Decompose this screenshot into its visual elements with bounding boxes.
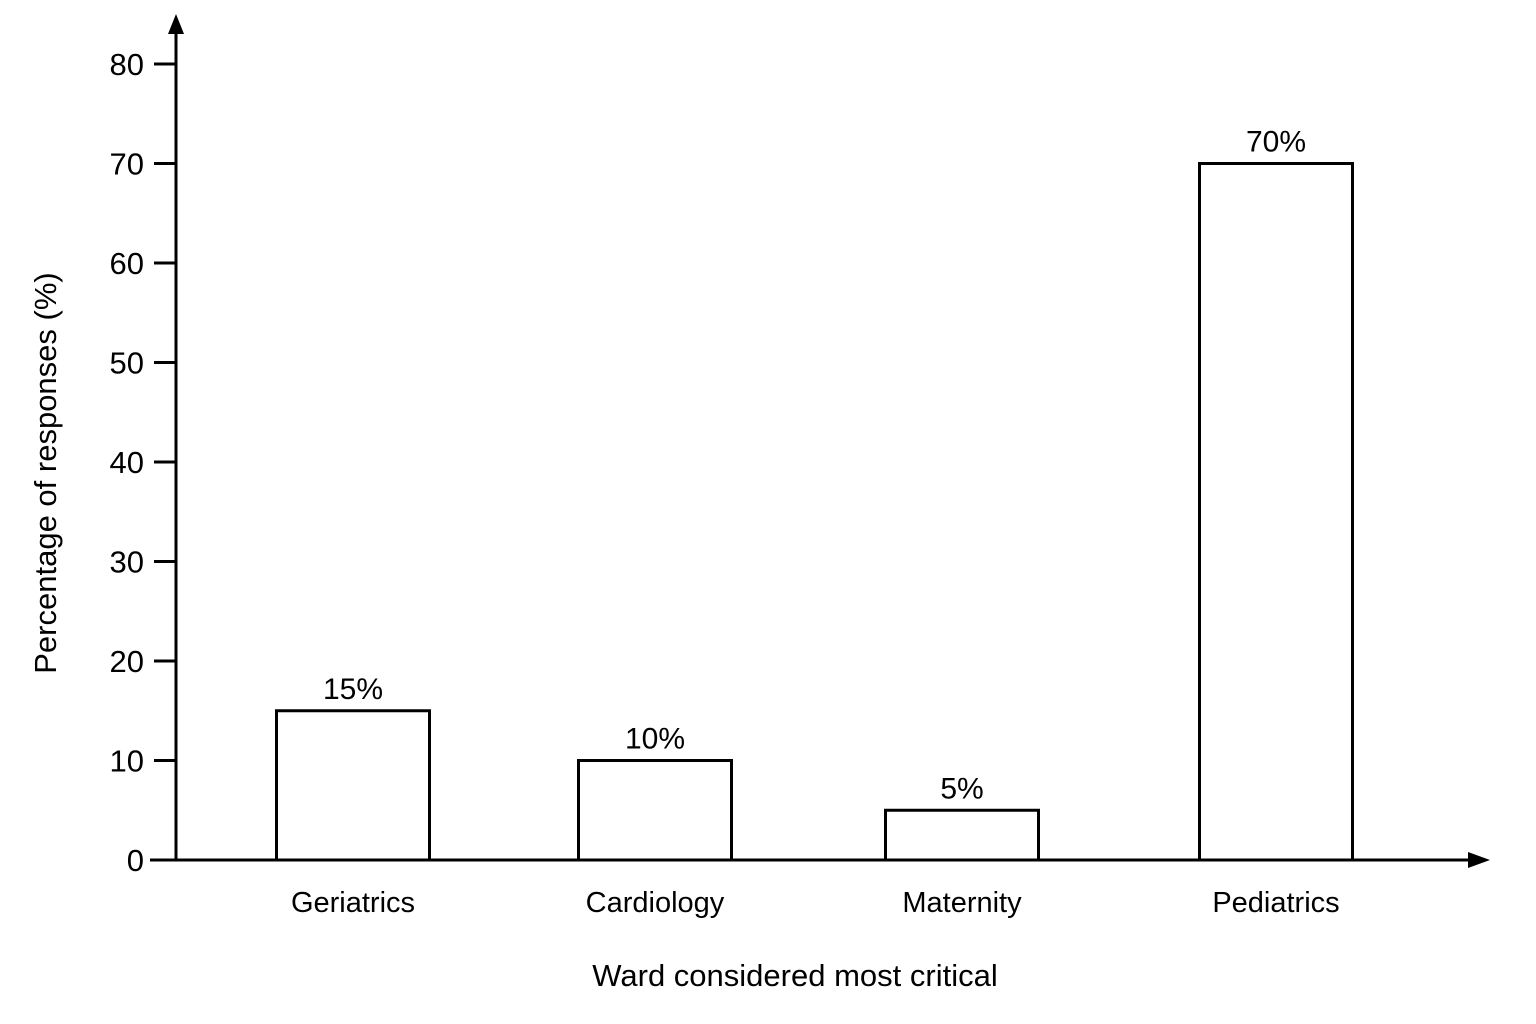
y-axis-arrowhead	[168, 14, 184, 34]
x-axis-arrowhead	[1468, 852, 1490, 868]
data-label-geriatrics: 15%	[323, 673, 383, 706]
y-tick-label: 10	[110, 744, 144, 779]
bar-cardiology	[577, 759, 733, 862]
data-labels-group: 15% 10% 5% 70%	[323, 126, 1306, 806]
data-label-cardiology: 10%	[625, 723, 685, 756]
y-tick-label: 60	[110, 246, 144, 281]
data-label-maternity: 5%	[940, 772, 983, 805]
y-tick-label: 20	[110, 644, 144, 679]
x-tick-label-geriatrics: Geriatrics	[291, 887, 415, 919]
y-axis-ticks: 0 10 20 30 40 50 60 70 80	[110, 47, 176, 878]
x-axis-title: Ward considered most critical	[592, 958, 997, 993]
y-tick-label: 70	[110, 147, 144, 182]
x-tick-label-pediatrics: Pediatrics	[1212, 887, 1339, 919]
x-tick-label-maternity: Maternity	[902, 887, 1022, 919]
x-tick-label-cardiology: Cardiology	[586, 887, 725, 919]
y-tick-label: 50	[110, 346, 144, 381]
y-tick-label: 40	[110, 445, 144, 480]
bar-maternity	[884, 808, 1040, 862]
y-tick-label: 30	[110, 545, 144, 580]
bar-pediatrics	[1198, 162, 1354, 862]
data-label-pediatrics: 70%	[1246, 126, 1306, 159]
bars-group	[275, 162, 1354, 862]
bar-geriatrics	[275, 709, 431, 862]
x-axis-category-labels: Geriatrics Cardiology Maternity Pediatrics	[291, 887, 1340, 919]
y-tick-label: 0	[127, 843, 144, 878]
y-tick-label: 80	[110, 47, 144, 82]
y-axis-title: Percentage of responses (%)	[28, 272, 63, 674]
